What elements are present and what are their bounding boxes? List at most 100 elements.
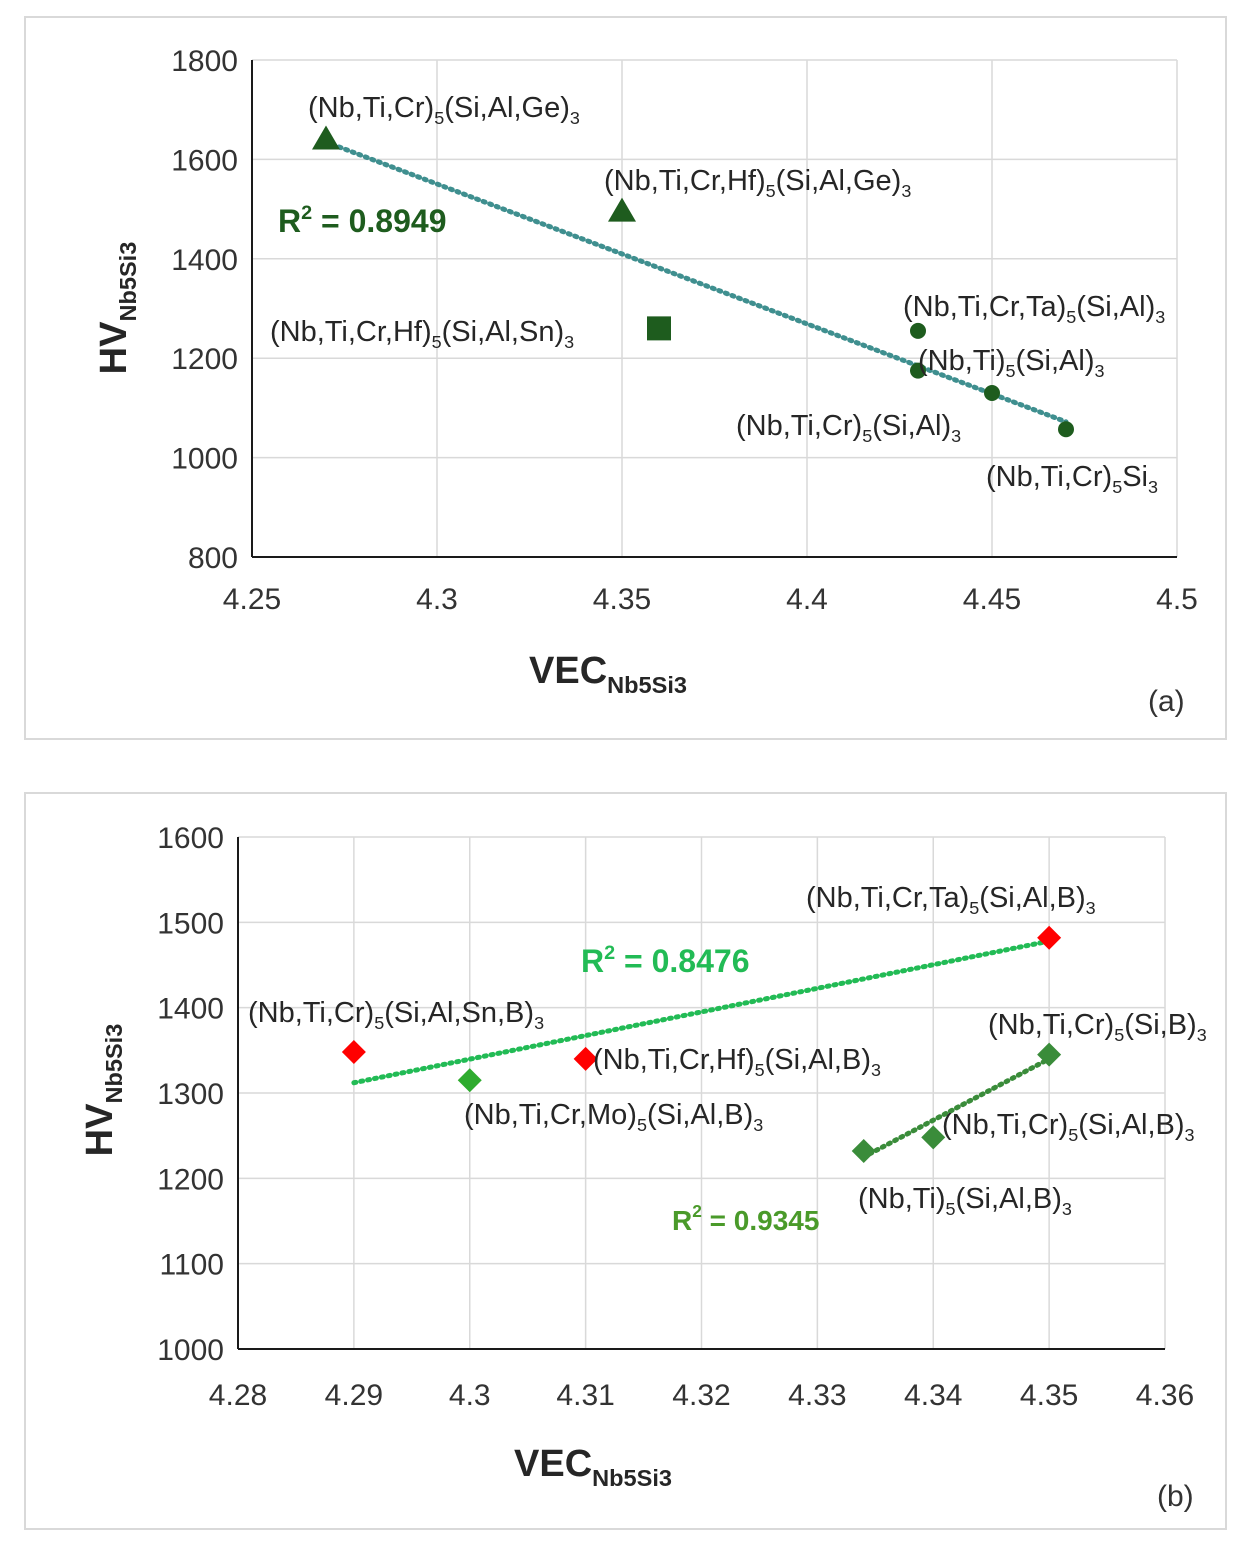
y-axis-title-part: HV (79, 1103, 121, 1156)
data-point-circle (984, 384, 1000, 401)
x-tick-label: 4.31 (556, 1379, 614, 1412)
data-point-diamond (573, 1046, 598, 1071)
data-point-label-part: (Nb,Ti,Cr) (942, 1109, 1068, 1141)
data-point-label-part: (Si,Al) (1016, 345, 1095, 377)
data-point-label-part: (Nb,Ti,Cr) (248, 997, 374, 1029)
data-point-circle (910, 322, 926, 339)
y-tick-label: 1100 (159, 1249, 224, 1282)
r-squared-label: R2 = 0.8949 (278, 202, 446, 239)
y-axis-title: HVNb5Si3 (93, 242, 141, 375)
y-tick-label: 1500 (157, 907, 224, 940)
data-point-label-part: (Nb,Ti,Cr) (988, 1009, 1114, 1041)
r-squared-label-part: R (672, 1205, 692, 1236)
r-squared-label: R2 = 0.8476 (581, 942, 749, 979)
x-tick-label: 4.29 (325, 1379, 383, 1412)
data-point-label-part: (Nb,Ti,Cr,Hf) (270, 316, 432, 348)
data-point-diamond (921, 1125, 946, 1150)
y-axis-title-part: Nb5Si3 (101, 1024, 127, 1104)
data-point-label-part: 5 (1006, 361, 1016, 381)
x-axis-title-part: VEC (529, 650, 607, 692)
data-point-square (647, 316, 671, 341)
x-axis-title-part: VEC (514, 1443, 592, 1485)
x-tick-label: 4.33 (788, 1379, 846, 1412)
data-point-label-part: (Si,Al,Ge) (444, 92, 570, 124)
r-squared-label-part: 2 (604, 942, 615, 964)
data-point-label-part: 3 (1086, 898, 1096, 918)
chart-b: 4.28 4.29 4.3 4.31 4.32 4.33 4.34 4.35 4.36 1000 1… (79, 822, 1207, 1513)
x-axis-title: VECNb5Si3 (529, 650, 687, 698)
data-point-label-part: (Si,Al,Ge) (776, 165, 902, 197)
data-point-label-part: 5 (969, 898, 979, 918)
data-point-diamond (457, 1068, 482, 1093)
r-squared-label-part: = 0.8476 (615, 943, 749, 979)
r-squared-label-part: 2 (692, 1201, 702, 1221)
y-axis-title: HVNb5Si3 (79, 1024, 127, 1157)
data-point-label-part: (Nb,Ti,Cr,Ta) (806, 882, 969, 914)
x-tick-label: 4.25 (223, 583, 281, 616)
y-axis-title-part: Nb5Si3 (115, 242, 141, 322)
x-tick-label: 4.28 (209, 1379, 267, 1412)
data-point-label-part: (Nb,Ti,Cr) (736, 410, 862, 442)
y-tick-label: 1000 (157, 1334, 224, 1367)
data-point-label-part: (Si,Al,Sn,B) (384, 997, 534, 1029)
x-tick-label: 4.5 (1156, 583, 1198, 616)
data-point-label-part: 3 (1155, 307, 1165, 327)
data-point-label-part: (Si,B) (1124, 1009, 1197, 1041)
data-point-label: (Nb,Ti,Cr)5(Si,B)3 (988, 1009, 1207, 1045)
data-point-label-part: 5 (1114, 1025, 1124, 1045)
x-tick-label: 4.35 (593, 583, 651, 616)
data-point-label-part: 5 (434, 108, 444, 128)
data-point-label-part: (Nb,Ti) (918, 345, 1006, 377)
x-tick-label: 4.3 (416, 583, 458, 616)
data-point-label-part: 3 (951, 426, 961, 446)
data-point-label-part: (Si,Al,B) (979, 882, 1085, 914)
data-point-label: (Nb,Ti,Cr,Ta)5(Si,Al)3 (903, 291, 1165, 327)
chart-a: 4.25 4.3 4.35 4.4 4.45 4.5 800 1000 1200 1400 1600… (93, 45, 1198, 718)
y-tick-label: 1400 (157, 993, 224, 1026)
data-point-label-part: 3 (534, 1013, 544, 1033)
y-tick-label: 1800 (171, 45, 238, 78)
data-point-label-part: (Nb,Ti,Cr,Ta) (903, 291, 1066, 323)
data-point-label-part: 3 (570, 108, 580, 128)
data-point-label-part: 5 (1068, 1125, 1078, 1145)
data-point-label-part: 3 (1197, 1025, 1207, 1045)
x-tick-label: 4.3 (449, 1379, 491, 1412)
data-point-label: (Nb,Ti,Cr)5(Si,Al,Sn,B)3 (248, 997, 544, 1033)
data-point-label-part: (Nb,Ti,Cr,Hf) (593, 1044, 755, 1076)
data-point-label: (Nb,Ti,Cr,Hf)5(Si,Al,B)3 (593, 1044, 881, 1080)
data-point-label-part: 3 (871, 1060, 881, 1080)
y-tick-label: 1000 (171, 443, 238, 476)
x-axis-title-part: Nb5Si3 (607, 672, 687, 698)
data-point-label-part: (Nb,Ti,Cr) (986, 461, 1112, 493)
data-point-triangle (312, 125, 340, 150)
data-point-label-part: (Nb,Ti) (858, 1183, 946, 1215)
data-point-label-part: 3 (564, 332, 574, 352)
data-point-label: (Nb,Ti,Cr,Mo)5(Si,Al,B)3 (464, 1099, 763, 1135)
data-point-label-part: 5 (862, 426, 872, 446)
data-point-label-part: (Nb,Ti,Cr,Hf) (604, 165, 766, 197)
data-point-triangle (608, 197, 636, 222)
data-point-label: (Nb,Ti,Cr)5(Si,Al,B)3 (942, 1109, 1195, 1145)
r-squared-label-part: R (581, 943, 604, 979)
r-squared-label-part: = 0.8949 (312, 203, 446, 239)
chart-panel-b: 4.28 4.29 4.3 4.31 4.32 4.33 4.34 4.35 4.36 1000 1… (24, 792, 1227, 1530)
y-tick-label: 1300 (157, 1078, 224, 1111)
panel-label: (b) (1157, 1480, 1194, 1513)
data-point-label-part: Si (1122, 461, 1148, 493)
data-point-label-part: 3 (1062, 1199, 1072, 1219)
chart-panel-a: 4.25 4.3 4.35 4.4 4.45 4.5 800 1000 1200 1400 1600… (24, 16, 1227, 740)
y-tick-label: 1600 (157, 822, 224, 855)
y-tick-label: 1200 (171, 343, 238, 376)
data-point-label-part: (Nb,Ti,Cr,Mo) (464, 1099, 637, 1131)
data-point-label-part: (Nb,Ti,Cr) (308, 92, 434, 124)
data-point-label: (Nb,Ti,Cr)5Si3 (986, 461, 1158, 497)
data-point-label-part: 5 (755, 1060, 765, 1080)
data-point-label-part: (Si,Al,B) (1078, 1109, 1184, 1141)
trendline (323, 139, 1069, 425)
r-squared-label-part: = 0.9345 (702, 1205, 820, 1236)
data-point-label: (Nb,Ti,Cr)5(Si,Al,Ge)3 (308, 92, 580, 128)
r-squared-label-part: R (278, 203, 301, 239)
panel-label: (a) (1148, 685, 1185, 718)
data-point-diamond (1037, 1042, 1062, 1067)
x-tick-label: 4.34 (904, 1379, 962, 1412)
